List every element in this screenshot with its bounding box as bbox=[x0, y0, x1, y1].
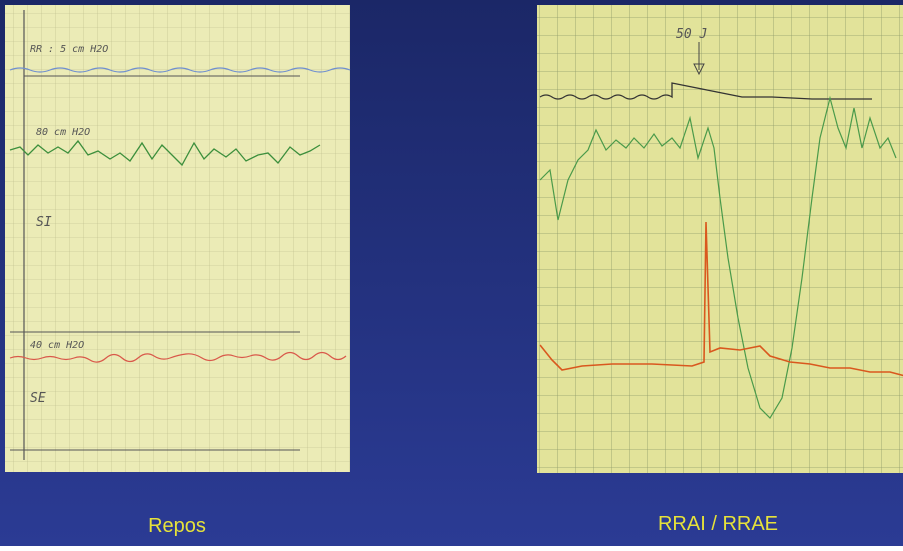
annotation: 50 J bbox=[676, 27, 707, 42]
trace-blue bbox=[9, 67, 351, 73]
right-photo: 50 J bbox=[537, 5, 903, 473]
trace-green bbox=[539, 95, 897, 419]
annotation: 40 cm H2O bbox=[30, 340, 84, 351]
left-photo: RR : 5 cm H2O 80 cm H2O SI 40 cm H2O SE bbox=[5, 5, 351, 472]
trace-black bbox=[539, 82, 872, 100]
trace-red bbox=[9, 351, 347, 363]
annotation: 80 cm H2O bbox=[36, 127, 90, 138]
trace-green bbox=[9, 139, 321, 167]
annotation: RR : 5 cm H2O bbox=[30, 44, 108, 55]
trace-red bbox=[539, 221, 903, 377]
annotation: SE bbox=[30, 391, 46, 406]
annotation: SI bbox=[36, 215, 52, 230]
paper bbox=[5, 5, 350, 472]
arrow-head bbox=[693, 63, 705, 76]
caption: Repos bbox=[148, 515, 206, 537]
caption: RRAI / RRAE bbox=[658, 513, 778, 535]
paper bbox=[537, 5, 903, 473]
